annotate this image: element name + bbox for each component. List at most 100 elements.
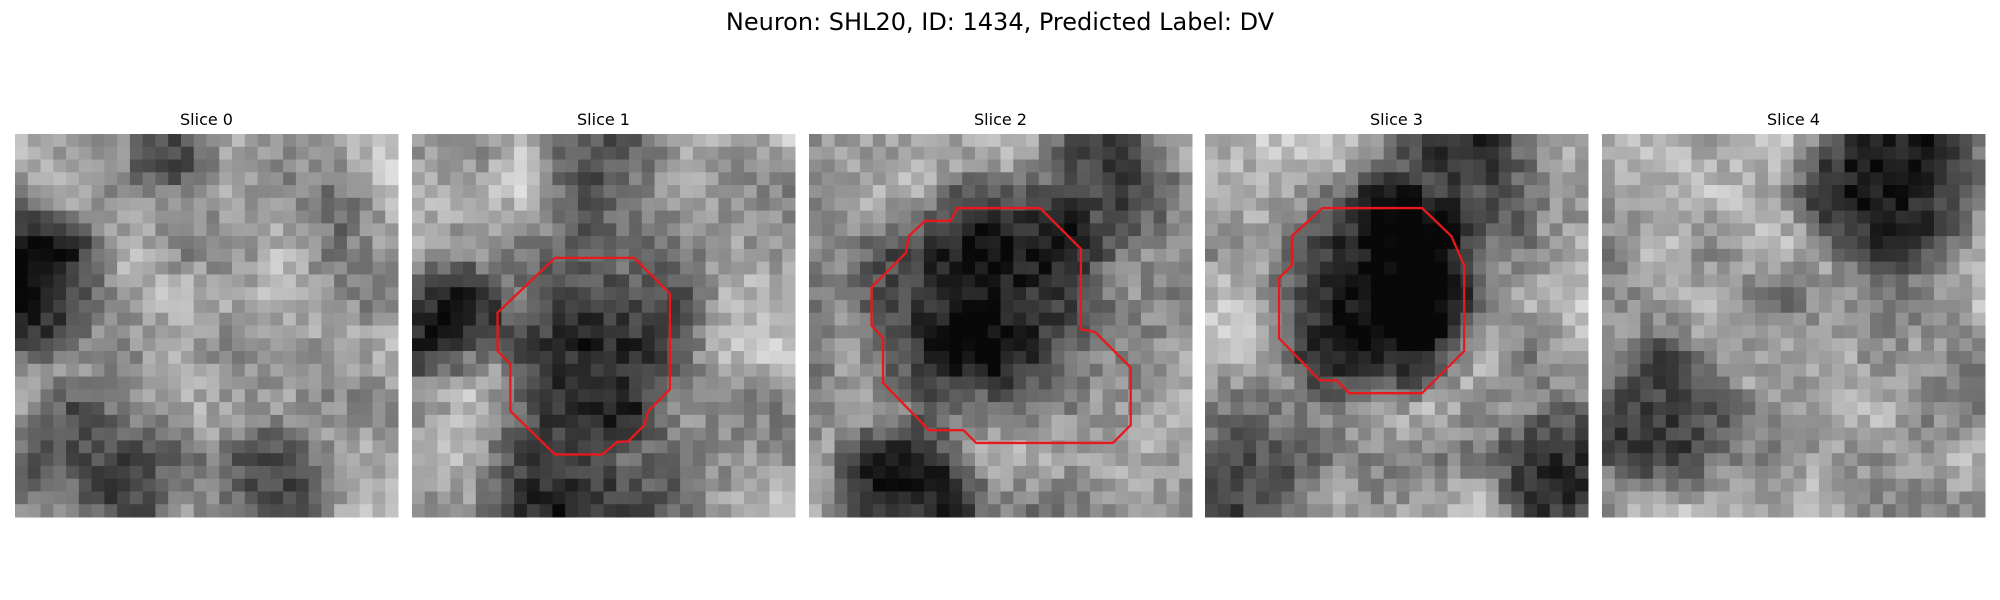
- pixel: [308, 465, 322, 480]
- pixel: [1819, 197, 1833, 212]
- pixel: [1256, 453, 1270, 467]
- pixel: [1742, 376, 1756, 390]
- pixel: [1485, 197, 1500, 212]
- pixel: [1409, 312, 1423, 326]
- pixel: [1959, 261, 1973, 275]
- pixel: [1000, 159, 1014, 173]
- pixel: [1870, 338, 1884, 352]
- pixel: [526, 376, 541, 390]
- pixel: [463, 414, 477, 429]
- pixel: [731, 299, 745, 314]
- pixel: [1370, 389, 1385, 403]
- pixel: [232, 402, 246, 416]
- pixel: [180, 210, 195, 224]
- pixel: [834, 427, 848, 441]
- pixel: [1473, 478, 1487, 492]
- pixel: [1383, 236, 1397, 250]
- pixel: [206, 197, 220, 212]
- pixel: [155, 453, 169, 467]
- pixel: [1614, 491, 1629, 505]
- pixel: [809, 134, 823, 148]
- pixel: [821, 465, 836, 480]
- pixel: [1115, 146, 1129, 161]
- pixel: [552, 402, 566, 416]
- pixel: [1153, 414, 1167, 429]
- pixel: [27, 299, 42, 314]
- pixel: [270, 197, 284, 212]
- pixel: [1358, 261, 1372, 275]
- pixel: [1742, 146, 1756, 161]
- pixel: [885, 478, 899, 492]
- pixel: [1243, 287, 1257, 301]
- pixel: [15, 325, 29, 339]
- pixel: [412, 248, 426, 263]
- pixel: [117, 210, 131, 224]
- pixel: [987, 351, 1001, 365]
- pixel: [885, 453, 899, 467]
- pixel: [1704, 491, 1718, 505]
- pixel: [321, 478, 335, 492]
- pixel: [782, 287, 796, 301]
- pixel: [1767, 478, 1782, 492]
- pixel: [539, 338, 553, 352]
- pixel: [1959, 389, 1973, 403]
- pixel: [129, 478, 144, 492]
- pixel: [104, 172, 118, 186]
- pixel: [1831, 376, 1846, 390]
- pixel: [949, 453, 963, 467]
- pixel: [539, 274, 553, 288]
- pixel: [834, 185, 848, 199]
- pixel: [1268, 414, 1283, 429]
- pixel: [756, 440, 770, 454]
- pixel: [962, 376, 976, 390]
- pixel: [104, 223, 118, 237]
- pixel: [104, 491, 118, 505]
- pixel: [974, 427, 989, 441]
- pixel: [1640, 248, 1654, 263]
- pixel: [1013, 453, 1027, 467]
- pixel: [514, 172, 528, 186]
- pixel: [1332, 389, 1346, 403]
- pixel: [1933, 172, 1948, 186]
- pixel: [936, 351, 950, 365]
- pixel: [1857, 197, 1871, 212]
- pixel: [1422, 427, 1436, 441]
- pixel: [1447, 146, 1461, 161]
- pixel: [66, 363, 80, 378]
- pixel: [641, 402, 656, 416]
- pixel: [629, 376, 643, 390]
- pixel: [372, 402, 386, 416]
- pixel: [1166, 465, 1180, 480]
- pixel: [603, 363, 617, 378]
- pixel: [692, 491, 707, 505]
- pixel: [437, 172, 451, 186]
- pixel: [53, 453, 67, 467]
- pixel: [155, 338, 169, 352]
- pixel: [1729, 325, 1743, 339]
- pixel: [1665, 299, 1680, 314]
- pixel: [1460, 134, 1474, 148]
- pixel: [180, 351, 195, 365]
- pixel: [334, 312, 348, 326]
- pixel: [117, 504, 131, 518]
- pixel: [1230, 402, 1244, 416]
- pixel: [53, 287, 67, 301]
- pixel: [1549, 363, 1563, 378]
- pixel: [91, 338, 105, 352]
- pixel: [78, 248, 93, 263]
- pixel: [385, 223, 399, 237]
- pixel: [1422, 236, 1436, 250]
- pixel: [1307, 414, 1321, 429]
- pixel: [1013, 414, 1027, 429]
- pixel: [501, 363, 515, 378]
- pixel: [1409, 491, 1423, 505]
- pixel: [603, 414, 617, 429]
- pixel: [53, 172, 67, 186]
- pixel: [1524, 325, 1538, 339]
- pixel: [463, 427, 477, 441]
- pixel: [872, 478, 887, 492]
- pixel: [1511, 363, 1525, 378]
- pixel: [66, 159, 80, 173]
- pixel: [1716, 351, 1731, 365]
- pixel: [1627, 312, 1641, 326]
